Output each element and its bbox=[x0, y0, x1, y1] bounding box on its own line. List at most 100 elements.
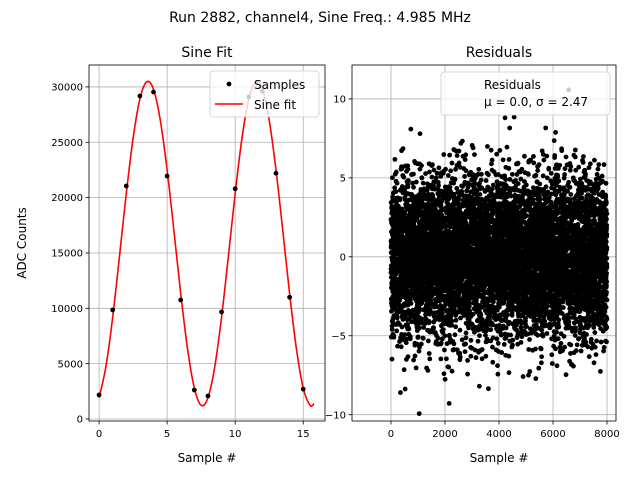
sample-point bbox=[192, 388, 197, 393]
residual-point bbox=[446, 365, 451, 370]
residuals-x-tick-label: 2000 bbox=[432, 429, 457, 440]
residual-point bbox=[463, 349, 468, 354]
residual-point bbox=[490, 187, 495, 192]
sample-point bbox=[165, 174, 170, 179]
residual-point bbox=[406, 354, 411, 359]
residual-point bbox=[394, 329, 399, 334]
residual-point bbox=[465, 372, 470, 377]
residual-point bbox=[467, 304, 472, 309]
residual-point bbox=[453, 324, 458, 329]
residual-point bbox=[519, 340, 524, 345]
residual-point bbox=[499, 350, 504, 355]
residual-point bbox=[483, 189, 488, 194]
residual-point bbox=[399, 344, 404, 349]
sample-point bbox=[233, 186, 238, 191]
residuals-y-tick-label: 10 bbox=[333, 95, 346, 106]
residual-point bbox=[510, 343, 515, 348]
residual-point bbox=[390, 357, 395, 362]
residuals-y-tick-label: 0 bbox=[340, 252, 346, 263]
residual-point bbox=[393, 189, 398, 194]
residual-point bbox=[427, 357, 432, 362]
sine-fit-y-tick-label: 15000 bbox=[51, 249, 83, 260]
residual-point bbox=[462, 174, 467, 179]
residual-point bbox=[494, 336, 499, 341]
residual-point bbox=[406, 167, 411, 172]
residual-point bbox=[521, 374, 526, 379]
residual-point bbox=[507, 370, 512, 375]
residual-point bbox=[419, 175, 424, 180]
residual-point bbox=[390, 327, 395, 332]
residual-point bbox=[476, 339, 481, 344]
residuals-x-tick-label: 4000 bbox=[486, 429, 511, 440]
sample-point bbox=[138, 94, 143, 99]
residual-point bbox=[395, 315, 400, 320]
residual-point bbox=[425, 368, 430, 373]
residual-point bbox=[471, 145, 476, 150]
residual-point bbox=[496, 341, 501, 346]
residual-point bbox=[419, 163, 424, 168]
residual-point bbox=[417, 326, 422, 331]
legend-fit-label: Sine fit bbox=[254, 98, 296, 112]
residual-point bbox=[436, 336, 441, 341]
residual-point bbox=[441, 327, 446, 332]
residual-point bbox=[469, 338, 474, 343]
residual-point bbox=[395, 181, 400, 186]
residual-point bbox=[421, 181, 426, 186]
residual-point bbox=[458, 328, 463, 333]
residual-point bbox=[510, 338, 515, 343]
residual-point bbox=[463, 152, 468, 157]
residual-point bbox=[485, 144, 490, 149]
residual-point bbox=[434, 176, 439, 181]
residual-point bbox=[472, 152, 477, 157]
residual-point bbox=[495, 363, 500, 368]
residual-point bbox=[403, 387, 408, 392]
residual-point bbox=[505, 312, 510, 317]
residual-point bbox=[409, 301, 414, 306]
residual-point bbox=[510, 310, 515, 315]
residual-point bbox=[486, 386, 491, 391]
residual-point bbox=[413, 354, 418, 359]
residual-point bbox=[464, 335, 469, 340]
residual-point bbox=[506, 354, 511, 359]
residuals-y-tick-label: 5 bbox=[340, 173, 346, 184]
residual-point bbox=[442, 348, 447, 353]
residual-point bbox=[406, 184, 411, 189]
residual-point bbox=[506, 166, 511, 171]
figure-title: Run 2882, channel4, Sine Freq.: 4.985 MH… bbox=[169, 10, 471, 26]
sine-fit-xlabel: Sample # bbox=[178, 451, 237, 465]
residual-point bbox=[418, 131, 423, 136]
residual-point bbox=[457, 161, 462, 166]
residual-point bbox=[497, 148, 502, 153]
residual-point bbox=[479, 178, 484, 183]
residual-point bbox=[411, 172, 416, 177]
sample-point bbox=[151, 90, 156, 95]
residual-point bbox=[477, 333, 482, 338]
residual-point bbox=[489, 148, 494, 153]
residual-point bbox=[402, 367, 407, 372]
residual-point bbox=[491, 299, 496, 304]
residual-point bbox=[452, 341, 457, 346]
residual-point bbox=[504, 195, 509, 200]
residual-point bbox=[446, 173, 451, 178]
residual-point bbox=[391, 335, 396, 340]
residual-point bbox=[393, 157, 398, 162]
sine-fit-y-tick-label: 5000 bbox=[58, 359, 83, 370]
residual-point bbox=[464, 331, 469, 336]
residual-point bbox=[495, 372, 500, 377]
residual-point bbox=[516, 181, 521, 186]
residual-point bbox=[457, 149, 462, 154]
sample-point bbox=[110, 308, 115, 313]
residual-point bbox=[486, 172, 491, 177]
residual-point bbox=[430, 175, 435, 180]
residual-point bbox=[417, 349, 422, 354]
sine-fit-y-tick-label: 25000 bbox=[51, 138, 83, 149]
residual-point bbox=[478, 192, 483, 197]
residual-point bbox=[427, 351, 432, 356]
residual-point bbox=[411, 358, 416, 363]
residual-point bbox=[479, 172, 484, 177]
residual-point bbox=[406, 178, 411, 183]
residual-point bbox=[447, 153, 452, 158]
residual-point bbox=[406, 327, 411, 332]
